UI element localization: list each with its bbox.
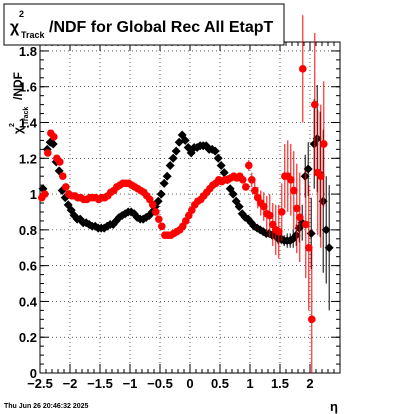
x-tick-label: −2 [63,376,78,391]
data-point [213,153,223,163]
y-tick-label: 0.6 [19,259,37,274]
data-point [308,315,316,324]
data-point [48,139,58,149]
x-tick-label: 2 [306,376,313,391]
data-point [324,243,334,253]
ylabel-chi: χ [11,127,25,134]
data-point [296,213,304,222]
x-tick-label: 1 [246,376,253,391]
data-point [248,175,256,184]
data-point [275,227,283,236]
data-point [266,211,274,220]
x-tick-label: 0.5 [211,376,229,391]
data-point [320,140,328,148]
data-point [149,201,157,209]
x-tick-label: −0.5 [147,376,173,391]
data-point [260,202,268,211]
y-tick-label: 1.8 [19,44,37,59]
y-tick-label: 0 [30,366,37,381]
data-point [317,172,325,180]
timestamp: Thu Jun 26 20:46:32 2025 [4,403,89,410]
y-tick-label: 0.8 [19,223,37,238]
data-point [56,158,64,166]
y-tick-label: 1 [30,187,37,202]
title-chi: χ [10,19,20,36]
data-points [38,15,334,373]
y-axis-title: χ 2 Track /NDF [9,72,30,134]
data-point [59,172,67,180]
x-tick-label: 1.5 [271,376,289,391]
title-superscript: 2 [19,9,24,19]
x-axis-title: η [330,399,338,414]
data-point [50,133,58,141]
x-tick-label: 0 [186,376,193,391]
data-point [162,171,172,181]
data-point [251,186,259,195]
y-tick-label: 1.4 [19,116,38,131]
data-point [41,190,49,198]
data-point [291,230,301,240]
series-1-red-circles [38,15,328,373]
data-point [152,208,160,216]
data-point [287,175,295,184]
data-point [155,215,163,223]
data-point [165,160,175,170]
data-point [219,168,229,178]
data-point [305,243,313,252]
data-point [156,189,166,199]
data-point [168,153,178,163]
data-point [290,186,298,195]
data-point [299,65,307,73]
data-point [180,135,190,145]
data-point [159,178,169,188]
x-tick-label: −1.5 [87,376,113,391]
chart-title-box: χ 2 Track /NDF for Global Rec All EtapT [3,3,285,46]
y-tick-label: 0.2 [19,330,37,345]
x-tick-label: −1 [123,376,138,391]
x-tick-label: −2.5 [27,376,53,391]
ylabel-superscript: 2 [9,123,16,127]
title-frame [3,3,285,46]
data-point [239,175,247,184]
x-tick-labels: −2.5 −2 −1.5 −1 −0.5 0 0.5 1 1.5 2 [27,376,313,391]
y-tick-label: 0.4 [19,294,38,309]
data-point [242,183,250,191]
data-point [216,160,226,170]
data-point [249,221,259,231]
ylabel-rest: /NDF [11,72,25,100]
data-point [293,204,301,213]
data-point [300,171,310,181]
data-point [158,222,166,231]
data-point [228,189,238,199]
data-point [245,161,253,170]
data-point [311,100,319,109]
chart-title: /NDF for Global Rec All EtapT [49,19,274,36]
data-point [278,208,286,216]
data-point [62,183,70,191]
title-subscript: Track [21,30,46,40]
data-point [234,202,244,212]
data-point [44,149,52,157]
data-point [321,225,331,235]
data-point [171,146,181,156]
y-tick-labels: 0 0.2 0.4 0.6 0.8 1 1.2 1.4 1.6 1.8 [19,44,38,381]
ylabel-subscript: Track [23,107,30,125]
data-point [302,220,310,229]
y-tick-label: 1.6 [19,80,37,95]
y-tick-label: 1.2 [19,151,37,166]
data-point [210,146,220,156]
